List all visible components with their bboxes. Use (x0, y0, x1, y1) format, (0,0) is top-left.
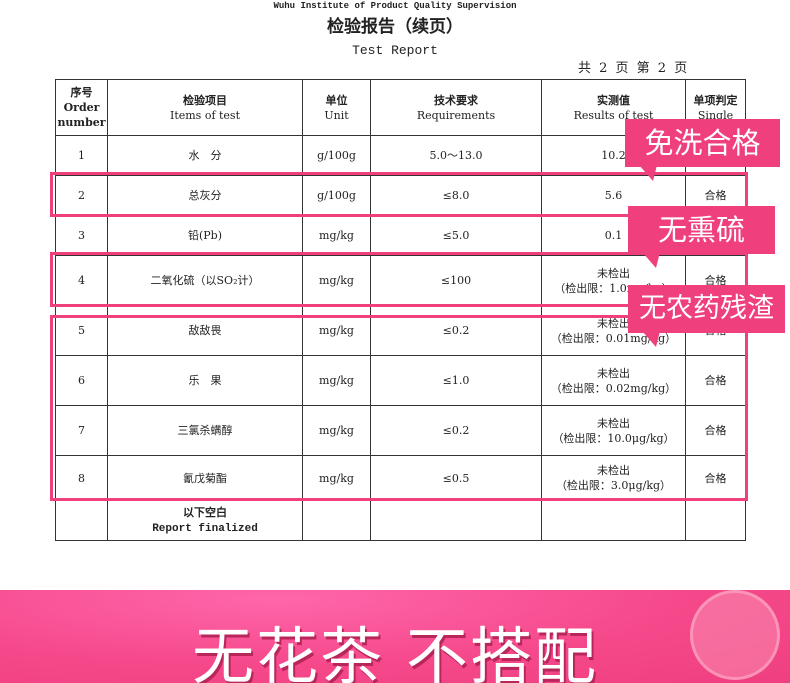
callout-no-pesticide: 无农药残渣 (628, 285, 785, 347)
table-row: 8 氰戊菊酯 mg/kg ≤0.5 未检出 （检出限：3.0μg/kg） 合格 (55, 455, 746, 501)
cell-no: 2 (55, 175, 108, 216)
cell-no: 4 (55, 255, 108, 306)
cell-req: ≤100 (370, 255, 542, 306)
cell-empty (685, 500, 746, 541)
report-title: 检验报告（续页） (327, 17, 463, 37)
callout-no-sulfur: 无熏硫 (628, 206, 775, 268)
cell-result: 未检出 （检出限：0.02mg/kg） (541, 355, 686, 406)
detection-limit: （检出限：3.0μg/kg） (555, 479, 672, 492)
header-en: Requirements (416, 108, 496, 122)
cell-empty (302, 500, 371, 541)
cell-unit: mg/kg (302, 215, 371, 256)
column-header: 序号 Order number (55, 79, 108, 136)
test-report-table: 序号 Order number 检验项目 Items of test 单位 Unit 技术要… (55, 79, 746, 541)
column-header: 技术要求 Requirements (370, 79, 542, 136)
header-cn: 实测值 (597, 93, 630, 107)
cell-req: ≤1.0 (370, 355, 542, 406)
header-en: Single (697, 108, 734, 122)
final-cn: 以下空白 (183, 505, 227, 519)
banner-text: 无花茶 不搭配 (192, 620, 598, 683)
cell-req: ≤0.2 (370, 405, 542, 456)
page-info: 共 2 页 第 2 页 (578, 61, 690, 76)
header-en: Results of test (573, 108, 654, 122)
table-header: 序号 Order number 检验项目 Items of test 单位 Unit 技术要… (55, 79, 746, 136)
cell-item: 铅(Pb) (107, 215, 303, 256)
cell-no: 1 (55, 135, 108, 176)
result-value: 0.1 (604, 229, 623, 242)
cell-item: 三氯杀螨醇 (107, 405, 303, 456)
detection-limit: （检出限：0.02mg/kg） (550, 381, 677, 395)
highlight-so2 (50, 252, 748, 307)
result-value: 未检出 (597, 366, 630, 380)
final-en: Report finalized (152, 522, 258, 535)
result-value: 5.6 (604, 189, 623, 202)
cell-empty (370, 500, 542, 541)
cell-item: 总灰分 (107, 175, 303, 216)
header-cn: 单项判定 (693, 93, 738, 107)
cell-judgement: 合格 (685, 405, 746, 456)
cell-unit: mg/kg (302, 255, 371, 306)
report-subtitle: Test Report (352, 43, 438, 58)
header-cn: 技术要求 (434, 93, 478, 107)
result-value: 10.2 (601, 149, 626, 162)
column-header: 检验项目 Items of test (107, 79, 303, 136)
cell-unit: g/100g (302, 135, 371, 176)
bottom-banner: 无花茶 不搭配 (0, 590, 790, 683)
cell-item: 氰戊菊酯 (107, 455, 303, 501)
result-value: 未检出 (597, 266, 630, 280)
cell-req: ≤5.0 (370, 215, 542, 256)
cell-no: 3 (55, 215, 108, 256)
result-value: 未检出 (597, 316, 630, 330)
cell-req: ≤0.5 (370, 455, 542, 501)
institute-name: Wuhu Institute of Product Quality Superv… (273, 1, 517, 11)
highlight-pesticides (50, 315, 748, 501)
cell-item: 水 分 (107, 135, 303, 176)
cell-empty (541, 500, 686, 541)
header-cn: 检验项目 (183, 93, 227, 107)
cell-item: 乐 果 (107, 355, 303, 406)
cell-req: 5.0～13.0 (370, 135, 542, 176)
table-row: 2 总灰分 g/100g ≤8.0 5.6 合格 (55, 175, 746, 216)
rose-decoration (690, 590, 780, 680)
callout-wash-free: 免洗合格 (625, 119, 780, 181)
header-cn: 单位 (325, 93, 348, 107)
table-row: 4 二氧化硫（以SO₂计） mg/kg ≤100 未检出 （检出限：1.0mg/kg） 合格 (55, 255, 746, 306)
cell-judgement: 合格 (685, 455, 746, 501)
header-cn: 序号 (70, 86, 93, 99)
highlight-ash (50, 172, 748, 217)
cell-judgement: 合格 (685, 355, 746, 406)
cell-result: 未检出 （检出限：3.0μg/kg） (541, 455, 686, 501)
detection-limit: （检出限：10.0μg/kg） (552, 431, 675, 445)
result-value: 未检出 (597, 416, 630, 430)
header-en: Order number (57, 101, 106, 129)
cell-empty (55, 500, 108, 541)
cell-final: 以下空白 Report finalized (107, 500, 303, 541)
column-header: 单位 Unit (302, 79, 371, 136)
final-row: 以下空白 Report finalized (55, 500, 746, 541)
header-en: Items of test (169, 108, 241, 122)
cell-item: 二氧化硫（以SO₂计） (107, 255, 303, 306)
header-en: Unit (324, 108, 349, 122)
cell-no: 8 (55, 455, 108, 501)
cell-no: 7 (55, 405, 108, 456)
result-value: 未检出 (597, 464, 630, 477)
